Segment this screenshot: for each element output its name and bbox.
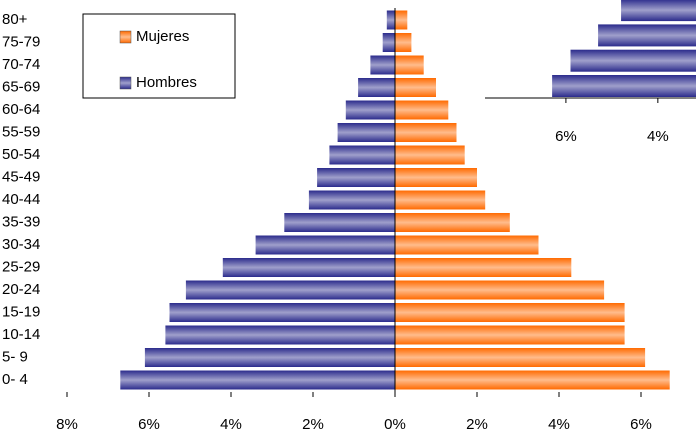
y-tick-label: 60-64	[2, 101, 40, 118]
y-tick-label: 55-59	[2, 123, 40, 140]
bar	[395, 123, 457, 142]
y-tick-label: 75-79	[2, 33, 40, 50]
bar	[144, 348, 395, 367]
bar	[386, 10, 395, 30]
bar	[395, 280, 605, 300]
y-tick-label: 15-19	[2, 303, 40, 320]
y-tick-label: 80+	[2, 11, 28, 28]
y-tick-label: 25-29	[2, 258, 40, 275]
legend-swatch	[119, 30, 132, 44]
x-tick-label: 4%	[220, 416, 242, 433]
inset-bars	[552, 0, 696, 97]
bar	[395, 168, 477, 187]
bar	[395, 325, 625, 345]
y-tick-label: 35-39	[2, 213, 40, 230]
bar	[284, 213, 395, 232]
bar	[598, 24, 696, 47]
legend-label: Mujeres	[136, 28, 189, 45]
bar	[395, 213, 510, 232]
bar	[395, 303, 625, 322]
legend-swatch	[119, 76, 132, 90]
bar	[395, 370, 670, 390]
bar	[395, 145, 465, 165]
y-tick-label: 10-14	[2, 326, 40, 343]
bar	[395, 235, 539, 255]
x-tick-label: 6%	[138, 416, 160, 433]
y-tick-label: 5- 9	[2, 348, 28, 365]
bar	[185, 280, 395, 300]
y-tick-label: 0- 4	[2, 371, 28, 388]
bar	[395, 33, 412, 52]
bar	[395, 100, 449, 120]
bar	[165, 325, 395, 345]
bar	[621, 0, 696, 22]
bar	[329, 145, 395, 165]
x-tick-label: 4%	[647, 128, 669, 145]
x-tick-label: 2%	[466, 416, 488, 433]
x-tick-label: 2%	[302, 416, 324, 433]
y-tick-label: 65-69	[2, 78, 40, 95]
bar	[255, 235, 395, 255]
x-tick-label: 6%	[630, 416, 652, 433]
bar	[337, 123, 395, 142]
bar	[395, 78, 436, 97]
bar	[395, 348, 646, 367]
bar	[120, 370, 396, 390]
y-tick-label: 70-74	[2, 56, 40, 73]
bar	[552, 75, 696, 97]
bar	[395, 55, 424, 75]
y-tick-label: 20-24	[2, 281, 40, 298]
x-tick-label: 0%	[384, 416, 406, 433]
x-tick-label: 8%	[56, 416, 78, 433]
y-tick-label: 45-49	[2, 168, 40, 185]
y-tick-label: 50-54	[2, 146, 40, 163]
y-tick-label: 40-44	[2, 191, 40, 208]
bar	[345, 100, 395, 120]
bar	[395, 190, 486, 210]
x-tick-label: 4%	[548, 416, 570, 433]
bar	[358, 78, 395, 97]
y-tick-label: 30-34	[2, 236, 40, 253]
x-tick-label: 6%	[555, 128, 577, 145]
bar	[370, 55, 395, 75]
bar	[317, 168, 395, 187]
bar	[382, 33, 395, 52]
bar	[395, 10, 408, 30]
bar	[222, 258, 395, 277]
legend-box	[82, 13, 236, 99]
bar	[395, 258, 572, 277]
bar	[308, 190, 395, 210]
bar	[570, 49, 696, 72]
bar	[169, 303, 395, 322]
legend-label: Hombres	[136, 74, 197, 91]
